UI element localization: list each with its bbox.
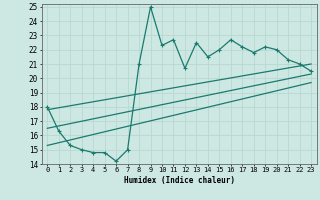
X-axis label: Humidex (Indice chaleur): Humidex (Indice chaleur) [124, 176, 235, 185]
